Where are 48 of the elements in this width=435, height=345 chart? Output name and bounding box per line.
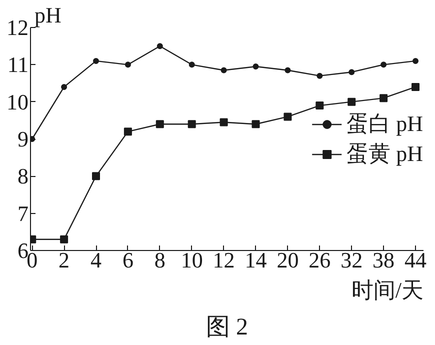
point <box>124 62 131 68</box>
point <box>156 43 163 50</box>
y-tick-label: 12 <box>6 15 28 40</box>
point <box>380 62 387 68</box>
x-tick-label: 2 <box>58 248 70 272</box>
x-tick-label: 14 <box>244 248 267 272</box>
y-axis-title: pH <box>34 2 62 28</box>
x-axis-title: 时间/天 <box>351 278 424 302</box>
x-tick-label: 26 <box>308 248 331 272</box>
x-tick-label: 6 <box>122 248 134 272</box>
x-tick-label: 38 <box>372 248 395 272</box>
point <box>60 235 68 244</box>
point <box>348 98 356 106</box>
x-tick-label: 32 <box>340 248 363 272</box>
point <box>316 72 323 79</box>
point <box>348 69 355 76</box>
y-tick-label: 11 <box>7 52 29 78</box>
point <box>220 67 227 74</box>
x-tick-label: 4 <box>90 248 102 272</box>
point <box>156 120 164 128</box>
point <box>252 120 260 128</box>
point <box>124 128 132 136</box>
x-tick-label: 10 <box>180 248 203 272</box>
caption: 图 2 <box>206 314 248 340</box>
y-tick-label: 7 <box>18 200 28 226</box>
point <box>93 58 99 64</box>
legend-label: 蛋白 pH <box>346 110 423 138</box>
x-tick-label: 8 <box>154 248 166 272</box>
point <box>284 112 292 121</box>
legend-label: 蛋黄 pH <box>346 140 423 168</box>
point <box>61 84 68 90</box>
point <box>220 118 228 126</box>
y-tick-label: 8 <box>18 164 28 189</box>
point <box>252 64 259 70</box>
point <box>92 172 100 180</box>
x-tick-label: 20 <box>276 248 299 272</box>
point <box>188 120 196 128</box>
point <box>412 58 419 64</box>
point <box>380 94 388 102</box>
y-tick-label: 9 <box>18 126 28 152</box>
point <box>412 82 420 91</box>
x-tick-label: 12 <box>212 248 235 272</box>
x-tick-label: 44 <box>404 248 427 272</box>
y-tick-label: 10 <box>6 89 28 114</box>
x-tick-label: 0 <box>26 248 38 272</box>
point <box>316 102 324 110</box>
point <box>188 62 195 68</box>
point <box>284 67 291 74</box>
